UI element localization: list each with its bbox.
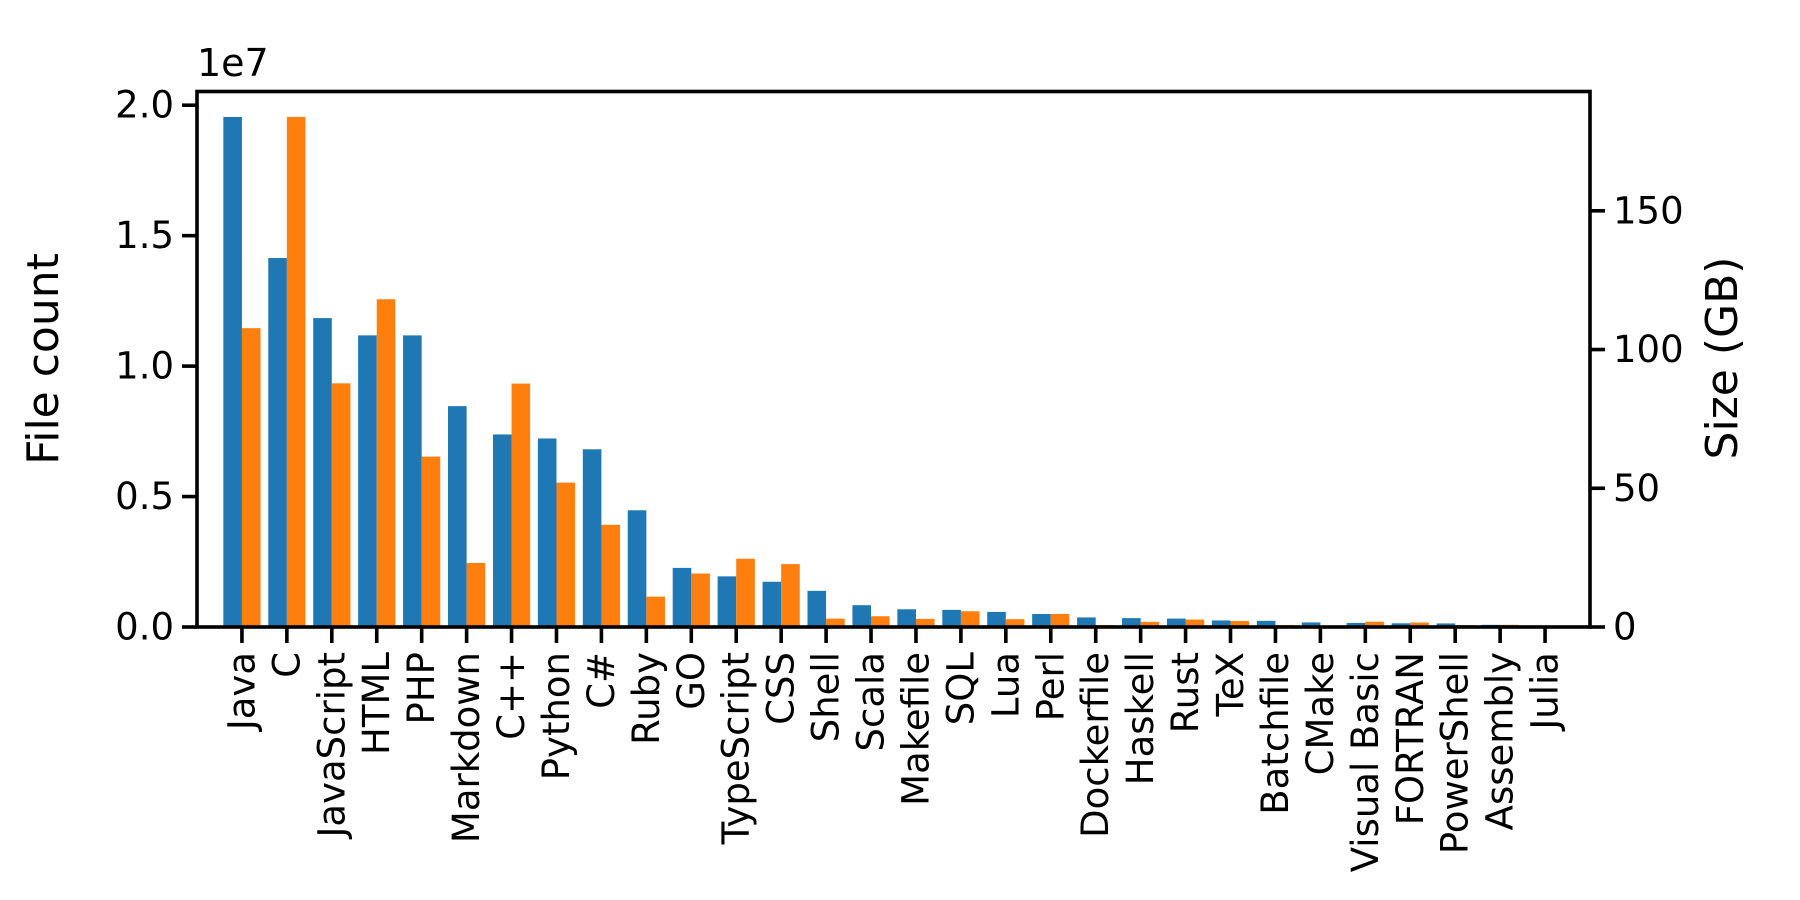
x-tick-label: C [265, 652, 308, 678]
x-tick-label: JavaScript [310, 652, 353, 839]
left-y-tick-label: 1.5 [115, 214, 174, 257]
size-gb-bar [960, 611, 980, 627]
x-tick-label: Scala [850, 652, 893, 751]
x-tick-label: CMake [1299, 652, 1342, 775]
x-tick-label: Lua [984, 652, 1027, 718]
right-y-tick-label: 100 [1613, 328, 1684, 371]
left-axis-offset-label: 1e7 [197, 41, 269, 85]
x-tick-label: FORTRAN [1389, 652, 1432, 825]
size-gb-bar [331, 383, 351, 627]
size-gb-bar [421, 456, 441, 627]
size-gb-bar [826, 618, 845, 627]
file-count-bar [358, 335, 377, 627]
file-count-bar [717, 576, 737, 627]
size-gb-bar [646, 596, 665, 627]
file-count-bar [1211, 620, 1231, 627]
left-y-tick-label: 1.0 [115, 345, 174, 388]
x-tick-label: PHP [400, 652, 443, 724]
file-count-bar [942, 609, 961, 627]
x-tick-label: Haskell [1119, 652, 1162, 785]
file-count-bar [1166, 618, 1186, 627]
size-gb-bar [1410, 622, 1429, 627]
file-count-bar [537, 438, 557, 627]
right-y-tick-label: 50 [1613, 467, 1660, 510]
size-gb-bar [915, 618, 935, 627]
size-gb-bar [466, 562, 486, 627]
size-gb-bar [511, 383, 531, 627]
x-tick-label: PowerShell [1434, 652, 1477, 854]
x-tick-label: C# [580, 652, 623, 709]
x-tick-label: Batchfile [1254, 652, 1297, 815]
x-tick-label: Visual Basic [1344, 652, 1387, 872]
file-count-bar [1346, 622, 1366, 627]
size-gb-bar [1050, 613, 1070, 627]
file-count-bar [807, 590, 827, 627]
size-gb-bar [871, 616, 890, 627]
file-count-bar [762, 581, 782, 627]
right-y-tick-label: 0 [1613, 606, 1637, 649]
x-tick-label: Makefile [894, 652, 937, 806]
file-count-bar [223, 117, 242, 627]
x-tick-label: Dockerfile [1074, 652, 1117, 838]
size-gb-bar [691, 573, 710, 627]
x-tick-label: HTML [355, 652, 398, 755]
x-tick-label: Shell [805, 652, 848, 742]
size-gb-bar [781, 564, 800, 627]
size-gb-bar [376, 299, 396, 627]
x-tick-label: TypeScript [715, 652, 758, 845]
size-gb-bar [286, 116, 306, 627]
x-tick-label: TeX [1209, 652, 1252, 717]
file-count-bar [1032, 614, 1051, 627]
file-count-bar [582, 449, 602, 627]
left-y-tick-label: 0.5 [115, 475, 174, 518]
right-y-tick-label: 150 [1613, 189, 1684, 232]
file-count-bar [1122, 618, 1141, 627]
x-tick-label: CSS [760, 652, 803, 725]
x-tick-label: C++ [490, 652, 533, 740]
file-count-bar [987, 611, 1006, 627]
size-gb-bar [1365, 621, 1384, 627]
left-y-tick-label: 0.0 [115, 606, 174, 649]
file-count-bar [672, 567, 692, 627]
size-gb-bar [601, 524, 621, 627]
axes-box [195, 89, 1592, 629]
size-gb-bar [1140, 621, 1160, 627]
size-gb-bar [1230, 621, 1250, 627]
left-y-tick-label: 2.0 [115, 84, 174, 127]
file-count-bar [1256, 620, 1276, 627]
x-tick-label: Rust [1164, 652, 1207, 733]
file-count-bar [313, 318, 332, 627]
size-gb-bar [736, 558, 755, 627]
x-tick-label: Perl [1029, 652, 1072, 721]
file-count-bar [448, 406, 467, 627]
file-count-bar [492, 434, 512, 627]
x-tick-label: GO [670, 652, 713, 710]
file-count-bar [627, 510, 647, 627]
file-count-bar [1077, 617, 1096, 627]
file-count-bar [1301, 622, 1321, 627]
size-gb-bar [1005, 619, 1025, 627]
file-count-bar [897, 609, 916, 627]
left-axis-title: File count [18, 253, 69, 465]
file-count-bar [403, 335, 422, 627]
size-gb-bar [241, 328, 261, 627]
file-count-bar [1391, 623, 1411, 627]
x-tick-label: Ruby [625, 652, 668, 745]
file-count-bar [268, 258, 287, 627]
x-tick-label: Markdown [445, 652, 488, 843]
size-gb-bar [1185, 619, 1205, 627]
x-tick-label: Java [220, 652, 263, 732]
file-count-bar [852, 605, 872, 627]
right-axis-title: Size (GB) [1697, 257, 1748, 460]
x-tick-label: Python [535, 652, 578, 780]
x-tick-label: Assembly [1479, 652, 1522, 830]
x-tick-label: SQL [939, 652, 982, 726]
x-tick-label: Julia [1524, 652, 1567, 732]
size-gb-bar [556, 482, 576, 627]
